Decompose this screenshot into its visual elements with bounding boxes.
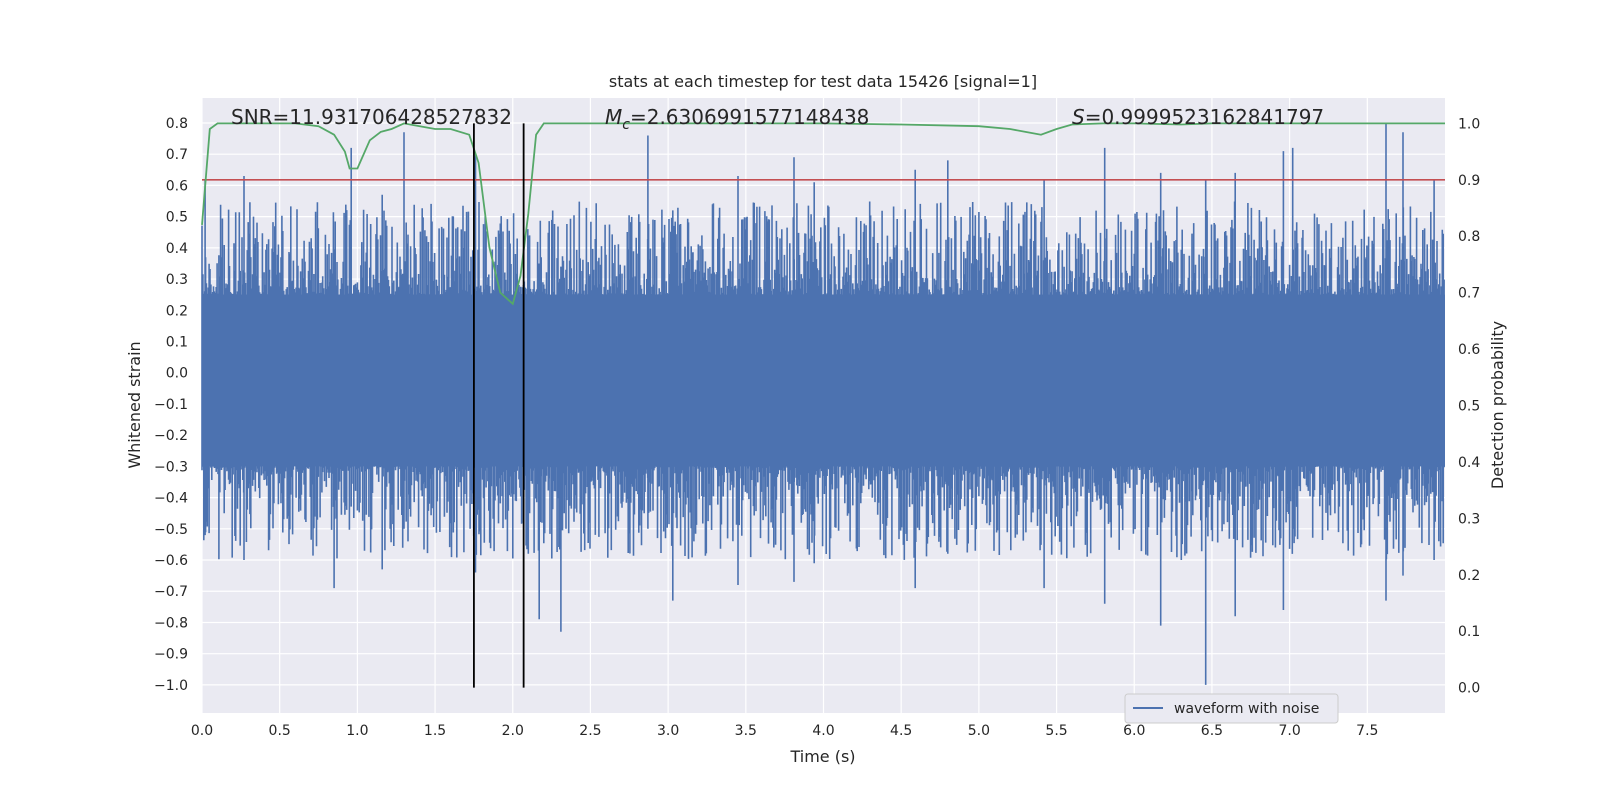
waveform-line bbox=[201, 123, 1445, 685]
y-tick-label-left: 0.2 bbox=[166, 303, 188, 319]
y-tick-label-right: 0.5 bbox=[1458, 399, 1480, 415]
y-tick-label-right: 0.8 bbox=[1458, 229, 1480, 245]
y-tick-label-left: −0.2 bbox=[154, 428, 188, 444]
legend-label: waveform with noise bbox=[1174, 701, 1319, 717]
y-left-tick-labels: 0.8 0.7 0.6 0.5 0.4 0.3 0.2 0.1 0.0 −0.1 −0.2 −0.3 −… bbox=[154, 116, 188, 694]
y-tick-label-left: 0.4 bbox=[166, 241, 188, 257]
x-tick-label: 3.5 bbox=[735, 723, 757, 739]
y-tick-label-right: 0.9 bbox=[1458, 173, 1480, 189]
x-tick-label: 6.5 bbox=[1201, 723, 1223, 739]
x-tick-label: 2.0 bbox=[502, 723, 524, 739]
y-tick-label-left: −1.0 bbox=[154, 678, 188, 694]
y-tick-label-left: 0.8 bbox=[166, 116, 188, 132]
y-tick-label-left: −0.1 bbox=[154, 397, 188, 413]
vertical-markers bbox=[473, 123, 525, 688]
x-axis-label: Time (s) bbox=[789, 747, 855, 766]
y-tick-label-left: −0.6 bbox=[154, 553, 188, 569]
y-tick-label-right: 0.3 bbox=[1458, 511, 1480, 527]
probability-line bbox=[201, 122, 1445, 306]
s-value: =0.9999523162841797 bbox=[1085, 105, 1324, 129]
x-tick-label: 0.5 bbox=[269, 723, 291, 739]
y-tick-label-right: 1.0 bbox=[1458, 116, 1480, 132]
x-tick-labels: 0.0 0.5 1.0 1.5 2.0 2.5 3.0 3.5 4.0 4.5 5.0 5.5 6.0 6… bbox=[191, 723, 1379, 739]
y-tick-label-left: 0.5 bbox=[166, 210, 188, 226]
y-tick-label-right: 0.6 bbox=[1458, 342, 1480, 358]
x-tick-label: 4.0 bbox=[812, 723, 834, 739]
y-tick-label-right: 0.2 bbox=[1458, 568, 1480, 584]
y-tick-label-right: 0.0 bbox=[1458, 681, 1480, 697]
score-annotation: S=0.9999523162841797 bbox=[1072, 105, 1324, 129]
x-tick-label: 7.0 bbox=[1278, 723, 1300, 739]
x-tick-label: 5.5 bbox=[1045, 723, 1067, 739]
y-axis-label-left: Whitened strain bbox=[125, 341, 144, 468]
y-tick-label-left: 0.0 bbox=[166, 366, 188, 382]
y-tick-label-left: −0.9 bbox=[154, 647, 188, 663]
legend-box bbox=[1124, 693, 1339, 724]
y-right-tick-labels: 1.0 0.9 0.8 0.7 0.6 0.5 0.4 0.3 0.2 0.1 0.0 bbox=[1458, 116, 1480, 696]
y-tick-label-left: −0.5 bbox=[154, 522, 188, 538]
y-tick-label-left: −0.3 bbox=[154, 459, 188, 475]
x-tick-label: 3.0 bbox=[657, 723, 679, 739]
y-tick-label-right: 0.1 bbox=[1458, 624, 1480, 640]
x-tick-label: 6.0 bbox=[1123, 723, 1145, 739]
y-tick-label-left: −0.4 bbox=[154, 491, 188, 507]
mc-symbol: M bbox=[605, 105, 622, 129]
mc-subscript: c bbox=[622, 117, 630, 133]
y-tick-label-left: −0.7 bbox=[154, 584, 188, 600]
x-tick-label: 2.5 bbox=[579, 723, 601, 739]
y-tick-label-left: −0.8 bbox=[154, 615, 188, 631]
y-tick-label-left: 0.6 bbox=[166, 178, 188, 194]
x-tick-label: 7.5 bbox=[1356, 723, 1378, 739]
x-tick-label: 4.5 bbox=[890, 723, 912, 739]
chart-title: stats at each timestep for test data 154… bbox=[609, 72, 1037, 91]
x-tick-label: 0.0 bbox=[191, 723, 213, 739]
x-tick-label: 1.0 bbox=[346, 723, 368, 739]
x-tick-label: 5.0 bbox=[968, 723, 990, 739]
waveform-series bbox=[201, 123, 1445, 685]
legend: waveform with noise bbox=[1124, 693, 1339, 724]
probability-series bbox=[201, 122, 1445, 306]
y-tick-label-left: 0.3 bbox=[166, 272, 188, 288]
x-tick-label: 1.5 bbox=[424, 723, 446, 739]
snr-annotation: SNR=11.931706428527832 bbox=[231, 105, 512, 129]
y-tick-label-right: 0.7 bbox=[1458, 286, 1480, 302]
mc-value: =2.6306991577148438 bbox=[630, 105, 869, 129]
s-symbol: S bbox=[1072, 105, 1085, 129]
y-tick-label-left: 0.7 bbox=[166, 147, 188, 163]
chirp-mass-annotation: Mc=2.6306991577148438 bbox=[605, 105, 869, 133]
y-tick-label-right: 0.4 bbox=[1458, 455, 1480, 471]
y-tick-label-left: 0.1 bbox=[166, 335, 188, 351]
y-axis-label-right: Detection probability bbox=[1488, 321, 1507, 489]
